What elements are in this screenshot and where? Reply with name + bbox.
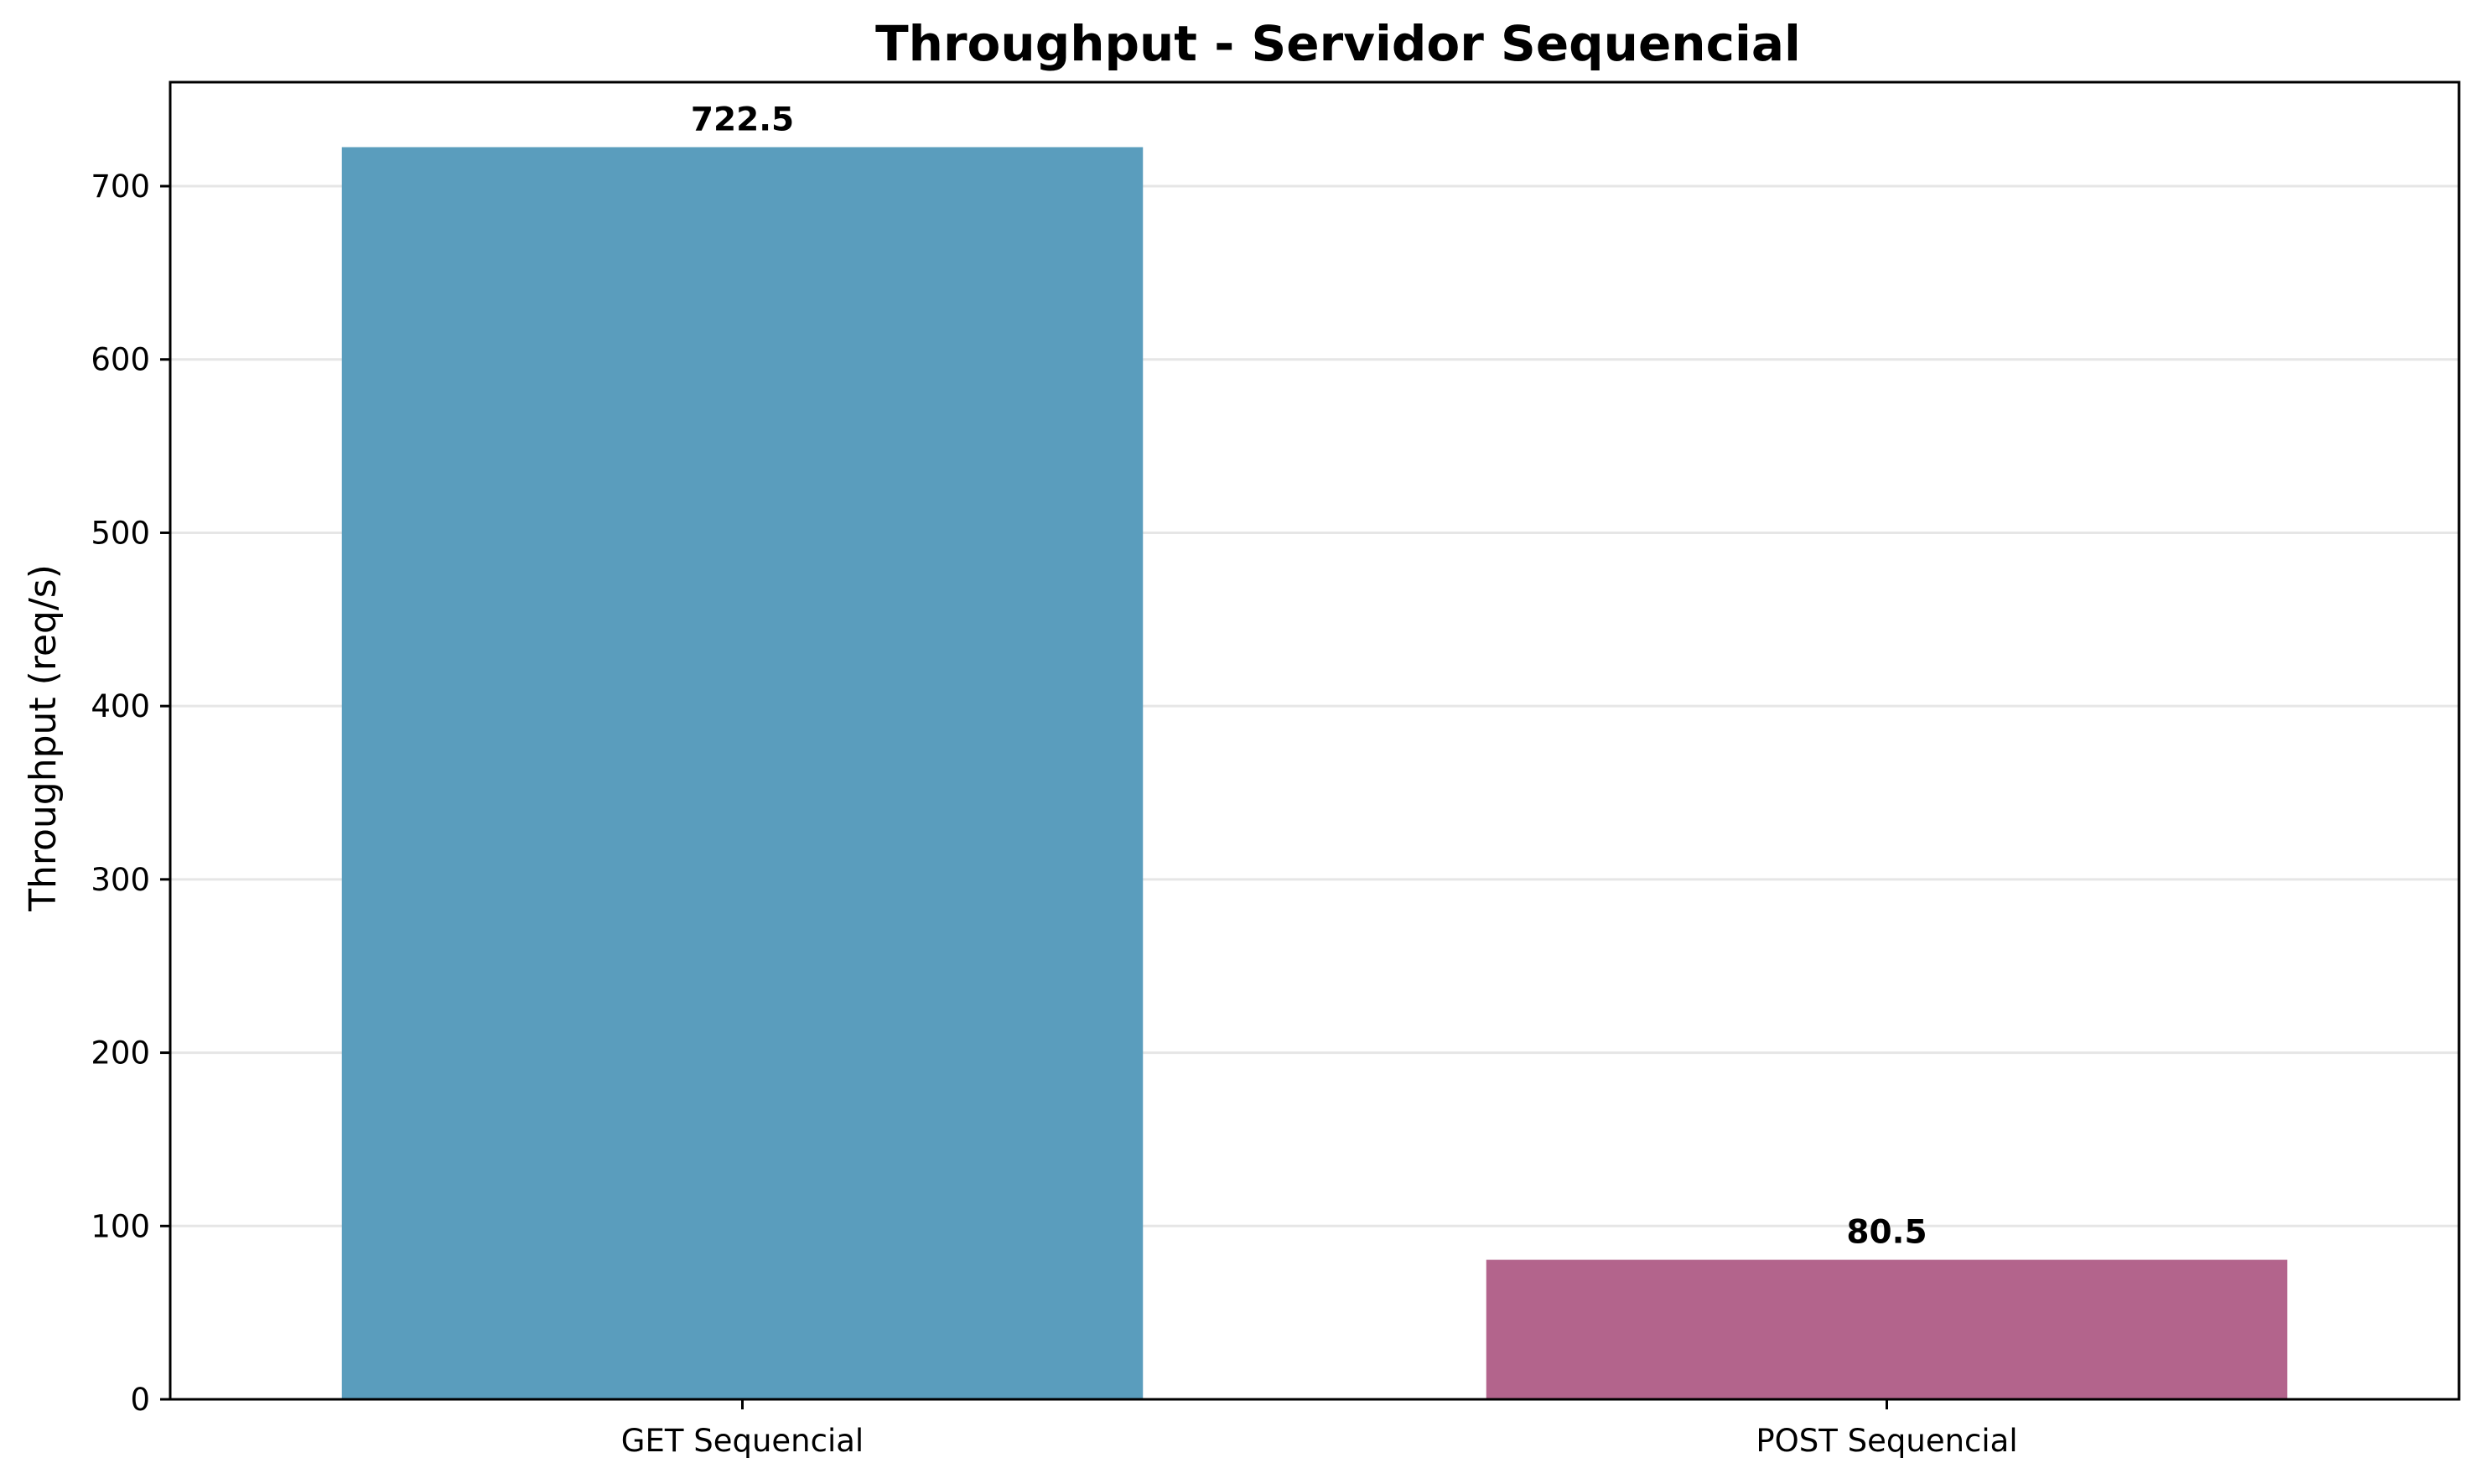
y-tick-label: 100 xyxy=(91,1208,150,1244)
y-tick-label: 0 xyxy=(130,1382,150,1418)
value-labels: 722.5 80.5 xyxy=(691,101,1927,1252)
y-axis-label: Throughput (req/s) xyxy=(22,564,65,912)
y-tick-label: 700 xyxy=(91,169,150,205)
y-tick-label: 400 xyxy=(91,688,150,724)
y-tick-label: 300 xyxy=(91,862,150,898)
x-tick-label: GET Sequencial xyxy=(621,1423,864,1459)
y-tick-label: 200 xyxy=(91,1035,150,1071)
y-tick-label: 600 xyxy=(91,342,150,378)
x-tick-label: POST Sequencial xyxy=(1756,1423,2017,1459)
bar-get-sequencial xyxy=(341,147,1144,1399)
plot-frame xyxy=(169,80,2461,1401)
bar-value-label: 722.5 xyxy=(691,101,794,139)
bar-value-label: 80.5 xyxy=(1846,1214,1927,1252)
bar-post-sequencial xyxy=(1486,1259,2288,1399)
bars xyxy=(341,147,2288,1399)
axis-ticks: 0 100 200 300 400 500 600 700 GET Sequencial POST… xyxy=(91,169,2017,1459)
y-tick-label: 500 xyxy=(91,515,150,551)
chart-title: Throughput - Servidor Sequencial xyxy=(875,15,1801,72)
